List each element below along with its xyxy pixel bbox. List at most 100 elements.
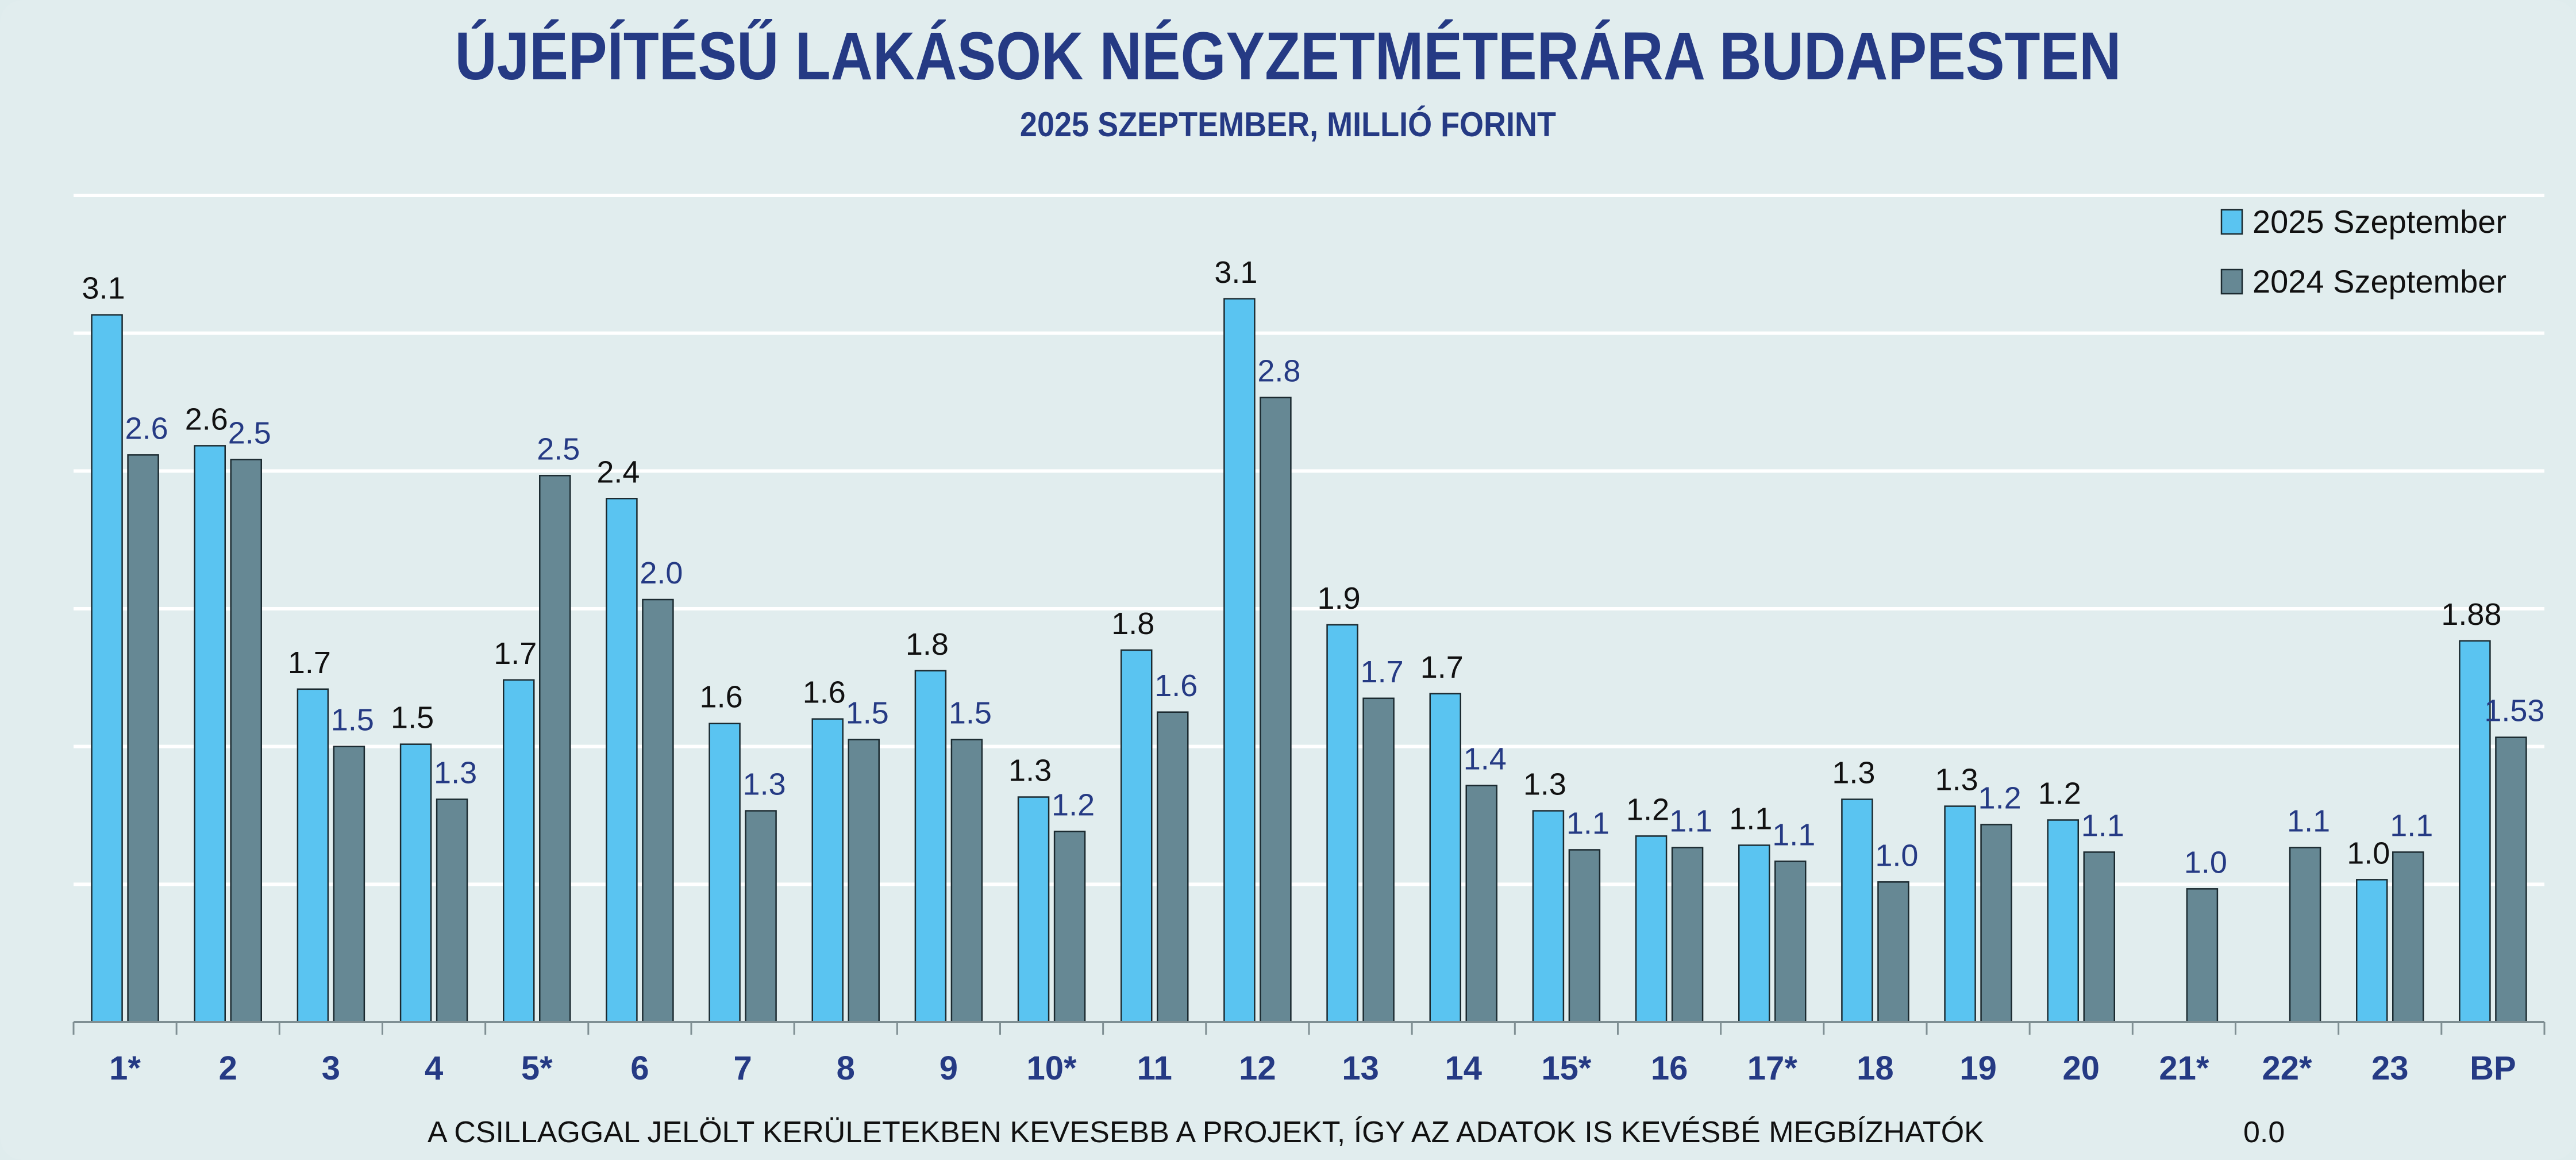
value-label-2025-20: 1.2 — [2038, 776, 2081, 811]
bar-2024-11 — [1157, 711, 1189, 1023]
bar-2024-21* — [2186, 888, 2219, 1023]
value-label-2025-16: 1.2 — [1626, 792, 1669, 827]
value-label-2024-14: 1.4 — [1464, 742, 1507, 777]
bar-2024-16 — [1671, 847, 1704, 1023]
bar-2025-6 — [606, 498, 638, 1023]
bar-2024-5* — [539, 475, 571, 1023]
bar-2025-17* — [1738, 844, 1770, 1023]
value-label-2025-9: 1.8 — [906, 627, 949, 662]
value-label-2024-BP: 1.53 — [2484, 694, 2544, 728]
value-label-2025-15*: 1.3 — [1523, 767, 1566, 802]
value-label-2024-6: 2.0 — [640, 556, 683, 590]
bar-2025-13 — [1326, 624, 1358, 1023]
value-label-2025-8: 1.6 — [803, 675, 846, 710]
legend-label-2025: 2025 Szeptember — [2252, 203, 2506, 240]
bar-2025-19 — [1944, 805, 1976, 1023]
bar-2025-16 — [1635, 835, 1668, 1023]
category-label-6: 6 — [630, 1050, 649, 1087]
category-label-BP: BP — [2470, 1050, 2516, 1087]
value-label-2025-6: 2.4 — [596, 455, 640, 489]
bar-2024-18 — [1877, 881, 1909, 1023]
bar-2025-BP — [2459, 640, 2491, 1023]
value-label-2024-19: 1.2 — [1978, 781, 2021, 815]
bar-2025-3 — [297, 688, 329, 1023]
value-label-2024-1*: 2.6 — [125, 411, 168, 445]
bar-2025-18 — [1841, 798, 1873, 1023]
bar-2025-11 — [1120, 649, 1153, 1023]
category-label-11: 11 — [1137, 1050, 1172, 1087]
gridlines — [74, 194, 2544, 886]
value-label-2024-22*: 1.1 — [2287, 804, 2330, 838]
category-label-23: 23 — [2371, 1050, 2409, 1087]
bars — [91, 298, 2527, 1023]
category-label-20: 20 — [2062, 1050, 2100, 1087]
value-label-2024-20: 1.1 — [2081, 808, 2124, 843]
value-label-2024-7: 1.3 — [743, 767, 786, 802]
category-label-18: 18 — [1857, 1050, 1894, 1087]
value-label-2025-7: 1.6 — [700, 680, 743, 715]
value-label-2024-11: 1.6 — [1154, 669, 1197, 703]
bar-2025-7 — [709, 723, 741, 1023]
bar-2024-2 — [230, 459, 262, 1023]
footnote: A CSILLAGGAL JELÖLT KERÜLETEKBEN KEVESEB… — [428, 1116, 1984, 1149]
value-label-2024-10*: 1.2 — [1052, 788, 1095, 822]
category-label-17*: 17* — [1747, 1050, 1798, 1087]
value-label-2025-12: 3.1 — [1214, 255, 1257, 290]
bar-2025-1* — [91, 314, 123, 1023]
bar-2024-19 — [1980, 824, 2012, 1023]
bar-2024-13 — [1362, 697, 1395, 1023]
bar-2025-20 — [2047, 819, 2079, 1023]
legend-swatch-2025 — [2220, 209, 2243, 235]
category-label-13: 13 — [1342, 1050, 1379, 1087]
bar-2025-4 — [399, 743, 432, 1023]
value-label-2025-18: 1.3 — [1832, 756, 1875, 790]
value-label-2025-2: 2.6 — [185, 402, 228, 436]
value-label-2024-4: 1.3 — [434, 756, 477, 790]
value-label-2024-16: 1.1 — [1669, 804, 1712, 838]
bar-2025-9 — [914, 670, 947, 1023]
category-label-19: 19 — [1959, 1050, 1997, 1087]
category-label-12: 12 — [1239, 1050, 1276, 1087]
category-label-8: 8 — [837, 1050, 855, 1087]
bar-2024-9 — [950, 739, 983, 1023]
bar-2024-17* — [1774, 861, 1807, 1023]
category-label-22*: 22* — [2262, 1050, 2313, 1087]
legend-label-2024: 2024 Szeptember — [2252, 263, 2506, 299]
value-label-2025-5*: 1.7 — [494, 636, 537, 671]
category-label-9: 9 — [939, 1050, 958, 1087]
value-label-2025-19: 1.3 — [1935, 763, 1978, 797]
value-labels: 3.12.6 2.6 2.51.71.5 1.51.31.72.52.42.01.61… — [82, 255, 2545, 880]
value-label-2024-17*: 1.1 — [1772, 817, 1815, 852]
category-label-1*: 1* — [109, 1050, 141, 1087]
value-label-2025-11: 1.8 — [1111, 606, 1154, 641]
chart-subtitle: 2025 SZEPTEMBER, MILLIÓ FORINT — [1019, 105, 1557, 144]
footnote-value: 0.0 — [2243, 1116, 2285, 1149]
bar-2024-BP — [2495, 736, 2527, 1023]
value-label-2024-3: 1.5 — [331, 703, 374, 738]
x-axis: 1* 2 3 4 5* 6 7 8 9 10* 11 12 13 14 15* 16 17* 18 19 20 21* 2… — [72, 1021, 2546, 1087]
value-label-2024-5*: 2.5 — [537, 432, 580, 466]
category-label-16: 16 — [1651, 1050, 1688, 1087]
value-label-2024-21*: 1.0 — [2184, 845, 2227, 879]
category-label-5*: 5* — [521, 1050, 553, 1087]
bar-2024-23 — [2392, 851, 2424, 1023]
value-label-2025-1*: 3.1 — [82, 271, 125, 306]
bar-2024-3 — [333, 746, 365, 1023]
legend-swatch-2024 — [2220, 268, 2243, 295]
bar-2025-10* — [1017, 796, 1050, 1023]
category-label-14: 14 — [1445, 1050, 1482, 1087]
value-label-2025-3: 1.7 — [288, 646, 331, 680]
category-label-4: 4 — [425, 1050, 443, 1087]
bar-2024-15* — [1568, 849, 1601, 1023]
bar-2025-23 — [2356, 879, 2388, 1023]
bar-2024-10* — [1053, 831, 1086, 1023]
category-label-21*: 21* — [2159, 1050, 2209, 1087]
value-label-2024-23: 1.1 — [2390, 808, 2433, 843]
value-label-2025-23: 1.0 — [2347, 836, 2390, 870]
bar-2025-2 — [194, 445, 226, 1023]
bar-2024-7 — [745, 810, 777, 1023]
value-label-2025-BP: 1.88 — [2441, 597, 2501, 632]
value-label-2025-10*: 1.3 — [1008, 754, 1052, 788]
bar-2025-12 — [1223, 298, 1256, 1023]
value-label-2024-15*: 1.1 — [1566, 806, 1609, 840]
